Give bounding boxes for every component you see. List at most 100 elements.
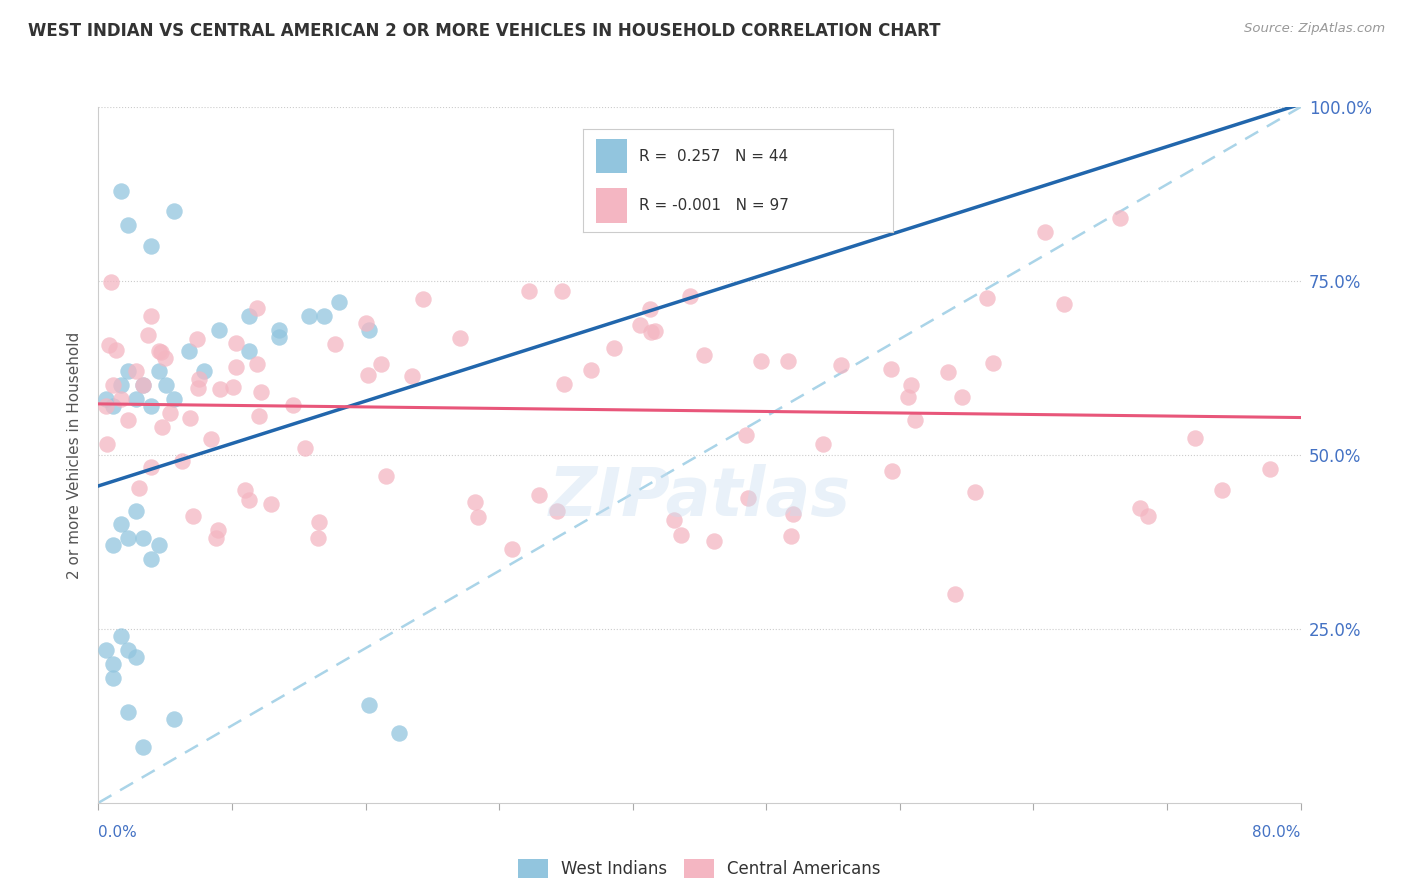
Point	[139, 460, 162, 475]
Point	[246, 301, 269, 316]
Point	[267, 329, 290, 343]
Point	[188, 372, 211, 386]
Point	[357, 698, 380, 713]
Point	[125, 503, 148, 517]
Text: 0.0%: 0.0%	[98, 825, 138, 840]
Point	[401, 369, 423, 384]
Point	[250, 385, 273, 400]
Point	[976, 291, 998, 305]
Point	[553, 376, 575, 391]
Point	[162, 712, 184, 726]
Point	[238, 493, 260, 508]
Point	[200, 432, 222, 446]
Point	[162, 204, 184, 219]
Point	[1260, 462, 1282, 476]
Point	[186, 332, 208, 346]
Point	[294, 441, 316, 455]
Point	[546, 504, 568, 518]
Point	[132, 532, 155, 546]
Point	[94, 399, 117, 413]
Point	[148, 364, 170, 378]
Point	[669, 528, 692, 542]
Point	[312, 309, 335, 323]
Point	[782, 507, 804, 521]
Point	[749, 354, 772, 368]
Point	[1033, 225, 1056, 239]
Point	[830, 358, 852, 372]
Text: WEST INDIAN VS CENTRAL AMERICAN 2 OR MORE VEHICLES IN HOUSEHOLD CORRELATION CHAR: WEST INDIAN VS CENTRAL AMERICAN 2 OR MOR…	[28, 22, 941, 40]
Point	[132, 740, 155, 755]
Point	[110, 517, 132, 532]
Point	[1053, 297, 1076, 311]
Text: Source: ZipAtlas.com: Source: ZipAtlas.com	[1244, 22, 1385, 36]
Point	[153, 351, 176, 365]
Point	[904, 413, 927, 427]
Point	[98, 338, 121, 352]
Point	[110, 392, 132, 407]
Text: ZIPatlas: ZIPatlas	[548, 464, 851, 530]
Point	[238, 309, 260, 323]
Point	[207, 523, 229, 537]
Point	[117, 413, 139, 427]
Point	[1184, 431, 1206, 445]
Point	[936, 365, 959, 379]
Point	[110, 629, 132, 643]
Point	[125, 364, 148, 378]
Y-axis label: 2 or more Vehicles in Household: 2 or more Vehicles in Household	[67, 331, 83, 579]
Point	[527, 488, 550, 502]
Point	[110, 378, 132, 392]
Point	[644, 325, 666, 339]
Point	[449, 331, 471, 345]
Point	[100, 275, 122, 289]
Point	[110, 184, 132, 198]
Point	[464, 494, 486, 508]
Point	[638, 301, 661, 316]
Point	[603, 341, 626, 355]
Point	[703, 534, 725, 549]
Point	[204, 531, 226, 545]
Point	[328, 294, 350, 309]
Point	[117, 532, 139, 546]
Point	[267, 323, 290, 337]
Point	[94, 642, 117, 657]
Point	[776, 353, 799, 368]
Point	[779, 529, 801, 543]
Point	[308, 516, 330, 530]
Point	[1136, 508, 1159, 523]
Point	[640, 325, 662, 339]
Point	[880, 362, 903, 376]
Point	[897, 390, 920, 404]
Point	[132, 378, 155, 392]
Point	[811, 437, 834, 451]
Point	[139, 552, 162, 566]
Point	[148, 538, 170, 552]
Point	[950, 391, 973, 405]
Point	[943, 587, 966, 601]
Point	[125, 392, 148, 407]
Point	[679, 289, 702, 303]
Point	[125, 649, 148, 664]
Point	[298, 309, 321, 323]
Point	[1109, 211, 1132, 226]
Point	[225, 336, 247, 351]
Bar	[596, 188, 627, 223]
Text: 80.0%: 80.0%	[1253, 825, 1301, 840]
Text: R =  0.257   N = 44: R = 0.257 N = 44	[640, 148, 789, 163]
Point	[128, 481, 150, 495]
Point	[117, 642, 139, 657]
Point	[149, 345, 172, 359]
Point	[148, 343, 170, 358]
Point	[193, 364, 215, 378]
Point	[233, 483, 256, 497]
Point	[370, 357, 392, 371]
Point	[177, 343, 200, 358]
Point	[581, 363, 603, 377]
Point	[693, 348, 716, 362]
Point	[117, 706, 139, 720]
Point	[103, 538, 125, 552]
Point	[246, 357, 269, 371]
Point	[94, 392, 117, 407]
Point	[628, 318, 651, 333]
Point	[208, 323, 231, 337]
Point	[412, 292, 434, 306]
